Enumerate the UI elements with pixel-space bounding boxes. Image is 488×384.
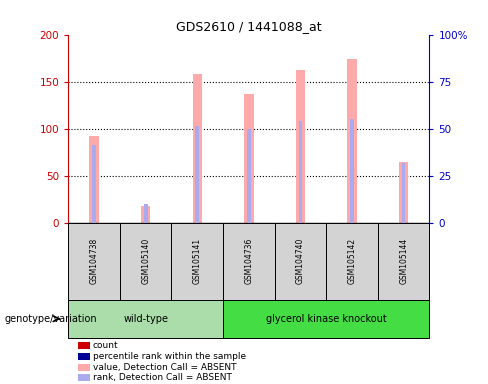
Bar	[171, 223, 223, 300]
Bar	[350, 119, 354, 223]
Text: GSM104736: GSM104736	[244, 238, 253, 284]
Bar	[223, 223, 275, 300]
Bar	[326, 223, 378, 300]
Bar	[247, 129, 251, 223]
Text: GSM104738: GSM104738	[90, 238, 99, 284]
Bar	[92, 145, 96, 223]
Bar	[144, 204, 147, 223]
Bar	[223, 300, 429, 338]
Text: GSM104740: GSM104740	[296, 238, 305, 284]
Bar	[141, 206, 150, 223]
Text: percentile rank within the sample: percentile rank within the sample	[93, 352, 246, 361]
Text: GSM105142: GSM105142	[347, 238, 357, 284]
Bar	[275, 223, 326, 300]
Title: GDS2610 / 1441088_at: GDS2610 / 1441088_at	[176, 20, 322, 33]
Text: wild-type: wild-type	[123, 314, 168, 324]
Text: GSM105141: GSM105141	[193, 238, 202, 284]
Text: GSM105144: GSM105144	[399, 238, 408, 284]
Text: count: count	[93, 341, 119, 350]
Bar	[299, 121, 302, 223]
Text: genotype/variation: genotype/variation	[5, 314, 98, 324]
Text: GSM105140: GSM105140	[141, 238, 150, 284]
Bar	[347, 59, 357, 223]
Text: glycerol kinase knockout: glycerol kinase knockout	[266, 314, 386, 324]
Bar	[402, 164, 406, 223]
Bar	[244, 94, 254, 223]
Bar	[193, 74, 202, 223]
Bar	[68, 300, 223, 338]
Bar	[120, 223, 171, 300]
Bar	[196, 126, 199, 223]
Bar	[89, 136, 99, 223]
Text: rank, Detection Call = ABSENT: rank, Detection Call = ABSENT	[93, 373, 232, 382]
Text: value, Detection Call = ABSENT: value, Detection Call = ABSENT	[93, 362, 236, 372]
Bar	[378, 223, 429, 300]
Bar	[399, 162, 408, 223]
Bar	[296, 70, 305, 223]
Bar	[68, 223, 120, 300]
